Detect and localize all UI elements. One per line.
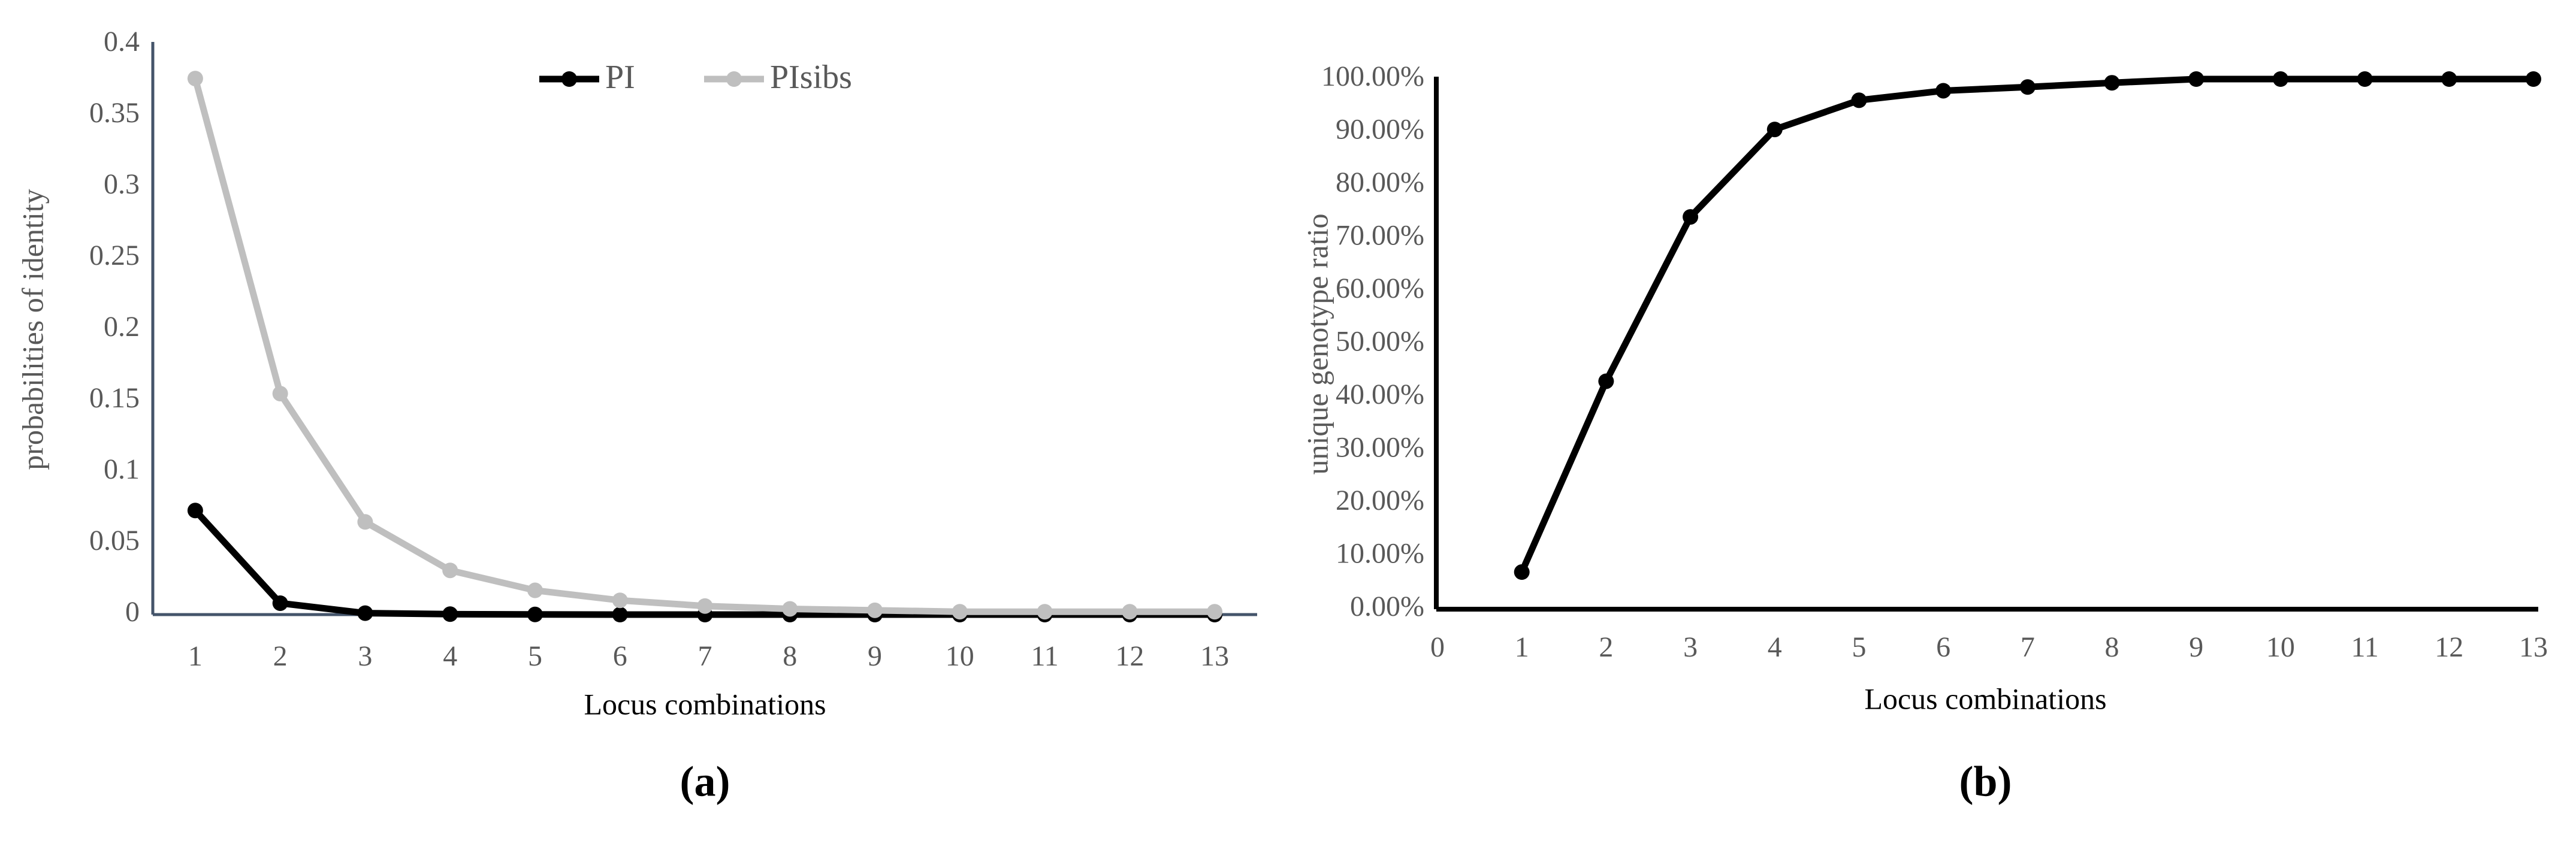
x-tick-label: 8 — [783, 640, 797, 672]
series-marker — [1851, 92, 1867, 108]
legend-marker — [726, 71, 742, 87]
x-tick-label: 12 — [2435, 631, 2463, 663]
x-tick-label: 3 — [358, 640, 372, 672]
panel-label: (b) — [1959, 758, 2012, 806]
x-tick-label: 1 — [188, 640, 203, 672]
series-marker — [442, 562, 458, 579]
y-tick-label: 60.00% — [1336, 273, 1424, 304]
x-tick-label: 7 — [2021, 631, 2035, 663]
x-tick-label: 13 — [1200, 640, 1229, 672]
series-line — [1518, 75, 2533, 574]
x-tick-label: 9 — [2189, 631, 2203, 663]
series-marker — [782, 601, 798, 617]
series-marker — [1514, 564, 1530, 580]
x-tick-label: 12 — [1115, 640, 1144, 672]
series-marker — [357, 605, 373, 621]
chart-panel: 0.00% 10.00% 20.00% 30.00% 40.00% 50.00% 60.00… — [1300, 60, 2548, 806]
legend-marker — [561, 71, 577, 87]
x-tick-label: 6 — [613, 640, 627, 672]
x-tick-label: 13 — [2519, 631, 2548, 663]
series-line — [192, 77, 1215, 615]
y-tick-label: 50.00% — [1336, 326, 1424, 358]
y-tick-label: 0.2 — [104, 311, 140, 343]
x-tick-label: 5 — [1852, 631, 1866, 663]
y-tick-label: 0.1 — [104, 453, 140, 485]
series-marker — [952, 604, 968, 620]
x-tick-label: 10 — [2266, 631, 2295, 663]
y-tick-label: 90.00% — [1336, 114, 1424, 146]
series-marker — [697, 598, 713, 614]
y-tick-label: 0.00% — [1350, 591, 1424, 622]
panel-label: (a) — [680, 758, 730, 806]
series-marker — [612, 592, 628, 609]
series-marker — [1683, 209, 1699, 225]
y-axis-title: unique genotype ratio — [1300, 214, 1334, 475]
series-marker — [1207, 604, 1223, 620]
y-tick-label: 70.00% — [1336, 220, 1424, 252]
series-marker — [272, 595, 288, 611]
series-marker — [2272, 71, 2288, 87]
series-marker — [2526, 71, 2541, 87]
series-marker — [527, 606, 543, 622]
y-tick-label: 30.00% — [1336, 432, 1424, 464]
series-marker — [527, 582, 543, 598]
x-tick-label: 2 — [273, 640, 288, 672]
x-tick-label: 2 — [1599, 631, 1613, 663]
series-marker — [1037, 604, 1053, 620]
y-tick-label: 0.05 — [89, 525, 140, 556]
series-marker — [867, 602, 883, 618]
x-tick-label: 1 — [1515, 631, 1529, 663]
y-tick-label: 40.00% — [1336, 379, 1424, 410]
y-axis-title: probabilities of identity — [16, 189, 49, 470]
x-tick-label: 4 — [443, 640, 457, 672]
chart-panel: 00.050.10.150.20.250.30.350.41 2 3 4 5 6 7 8 9 10… — [16, 26, 1257, 806]
y-tick-label: 0 — [125, 596, 140, 628]
series-marker — [357, 514, 373, 530]
series-marker — [2357, 71, 2373, 87]
series-marker — [187, 71, 203, 87]
legend-label: PIsibs — [770, 59, 852, 96]
x-tick-label: 6 — [1936, 631, 1950, 663]
y-tick-label: 20.00% — [1336, 485, 1424, 516]
series-marker — [612, 607, 628, 622]
series-marker — [2019, 79, 2036, 95]
series-marker — [1766, 122, 1783, 138]
series-marker — [1598, 373, 1614, 389]
x-tick-label: 11 — [1031, 640, 1058, 672]
x-tick-label: 3 — [1683, 631, 1698, 663]
x-tick-label: 7 — [698, 640, 712, 672]
x-tick-label: 4 — [1768, 631, 1782, 663]
y-tick-label: 0.4 — [104, 26, 140, 58]
x-tick-label: 9 — [868, 640, 882, 672]
x-tick-label: 0 — [1430, 631, 1445, 663]
y-tick-label: 80.00% — [1336, 167, 1424, 198]
x-tick-label: 5 — [528, 640, 542, 672]
y-tick-label: 0.25 — [89, 240, 140, 271]
x-axis-title: Locus combinations — [1864, 682, 2106, 715]
legend-label: PI — [605, 59, 635, 96]
y-tick-label: 0.3 — [104, 168, 140, 200]
x-tick-label: 11 — [2351, 631, 2379, 663]
x-tick-label: 8 — [2105, 631, 2119, 663]
y-tick-label: 0.15 — [89, 382, 140, 414]
series-marker — [442, 606, 458, 622]
y-tick-label: 10.00% — [1336, 538, 1424, 570]
y-tick-label: 0.35 — [89, 97, 140, 129]
series-marker — [2104, 75, 2120, 91]
series-marker — [1122, 604, 1138, 620]
series-marker — [2441, 71, 2457, 87]
series-marker — [2188, 71, 2204, 87]
x-axis-title: Locus combinations — [584, 687, 826, 721]
series-marker — [272, 386, 288, 402]
series-marker — [187, 503, 203, 519]
y-tick-label: 100.00% — [1321, 60, 1424, 92]
x-tick-label: 10 — [946, 640, 974, 672]
series-marker — [1935, 83, 1952, 99]
